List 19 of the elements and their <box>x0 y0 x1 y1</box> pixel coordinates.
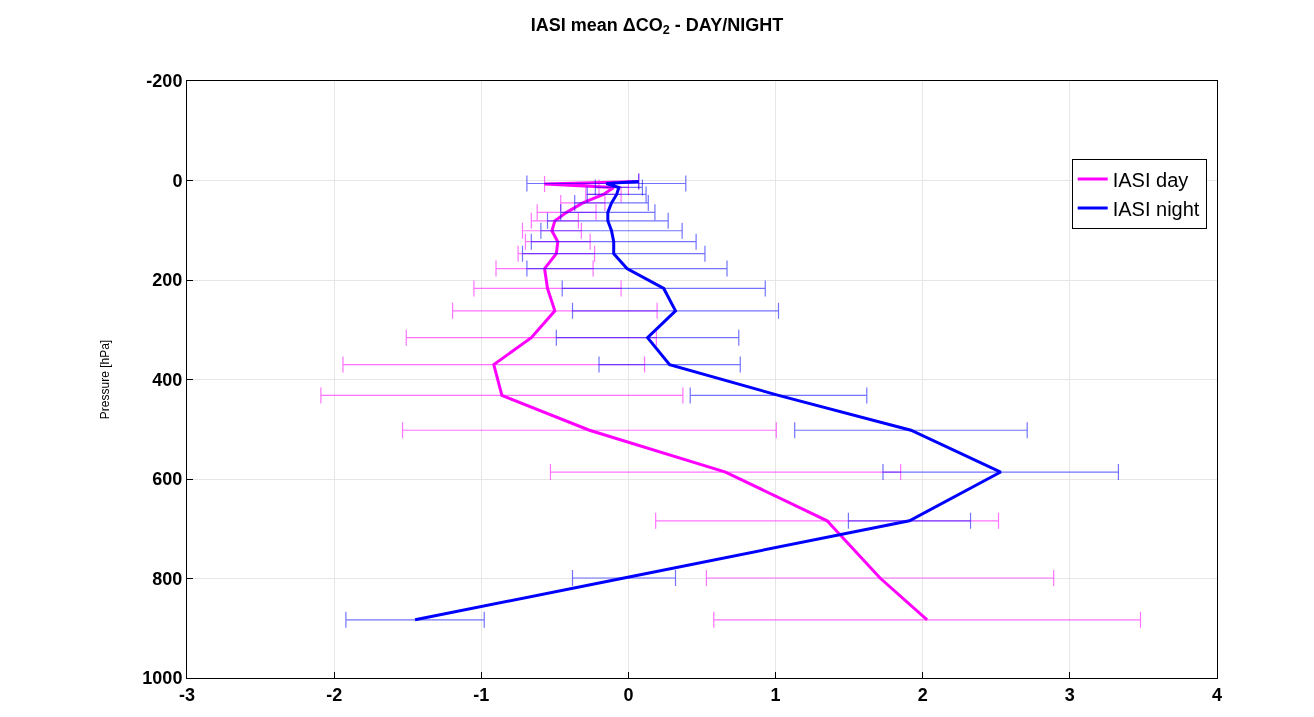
line-series <box>492 180 929 622</box>
y-tick-label: -200 <box>146 71 183 92</box>
y-tick-label: 400 <box>152 369 183 390</box>
chart-title: IASI mean ΔCO$_{2}$ - DAY/NIGHT <box>530 14 784 38</box>
y-tick-label: 800 <box>152 568 183 589</box>
y-tick-label: 0 <box>172 170 183 191</box>
line-series <box>413 180 1003 622</box>
y-tick-label: 600 <box>152 469 183 490</box>
x-tick-label: -1 <box>473 684 490 705</box>
y-axis-title: Pressure [hPa] <box>97 339 112 420</box>
x-tick-label: 2 <box>917 684 928 705</box>
x-tick-label: 4 <box>1211 684 1223 705</box>
legend-label: IASI day <box>1112 168 1189 191</box>
x-tick-label: 3 <box>1064 684 1075 705</box>
x-tick-label: -2 <box>326 684 343 705</box>
x-tick-label: 0 <box>623 684 634 705</box>
legend-label: IASI night <box>1112 197 1200 220</box>
x-tick-label: 1 <box>770 684 781 705</box>
y-tick-label: 200 <box>152 270 183 291</box>
